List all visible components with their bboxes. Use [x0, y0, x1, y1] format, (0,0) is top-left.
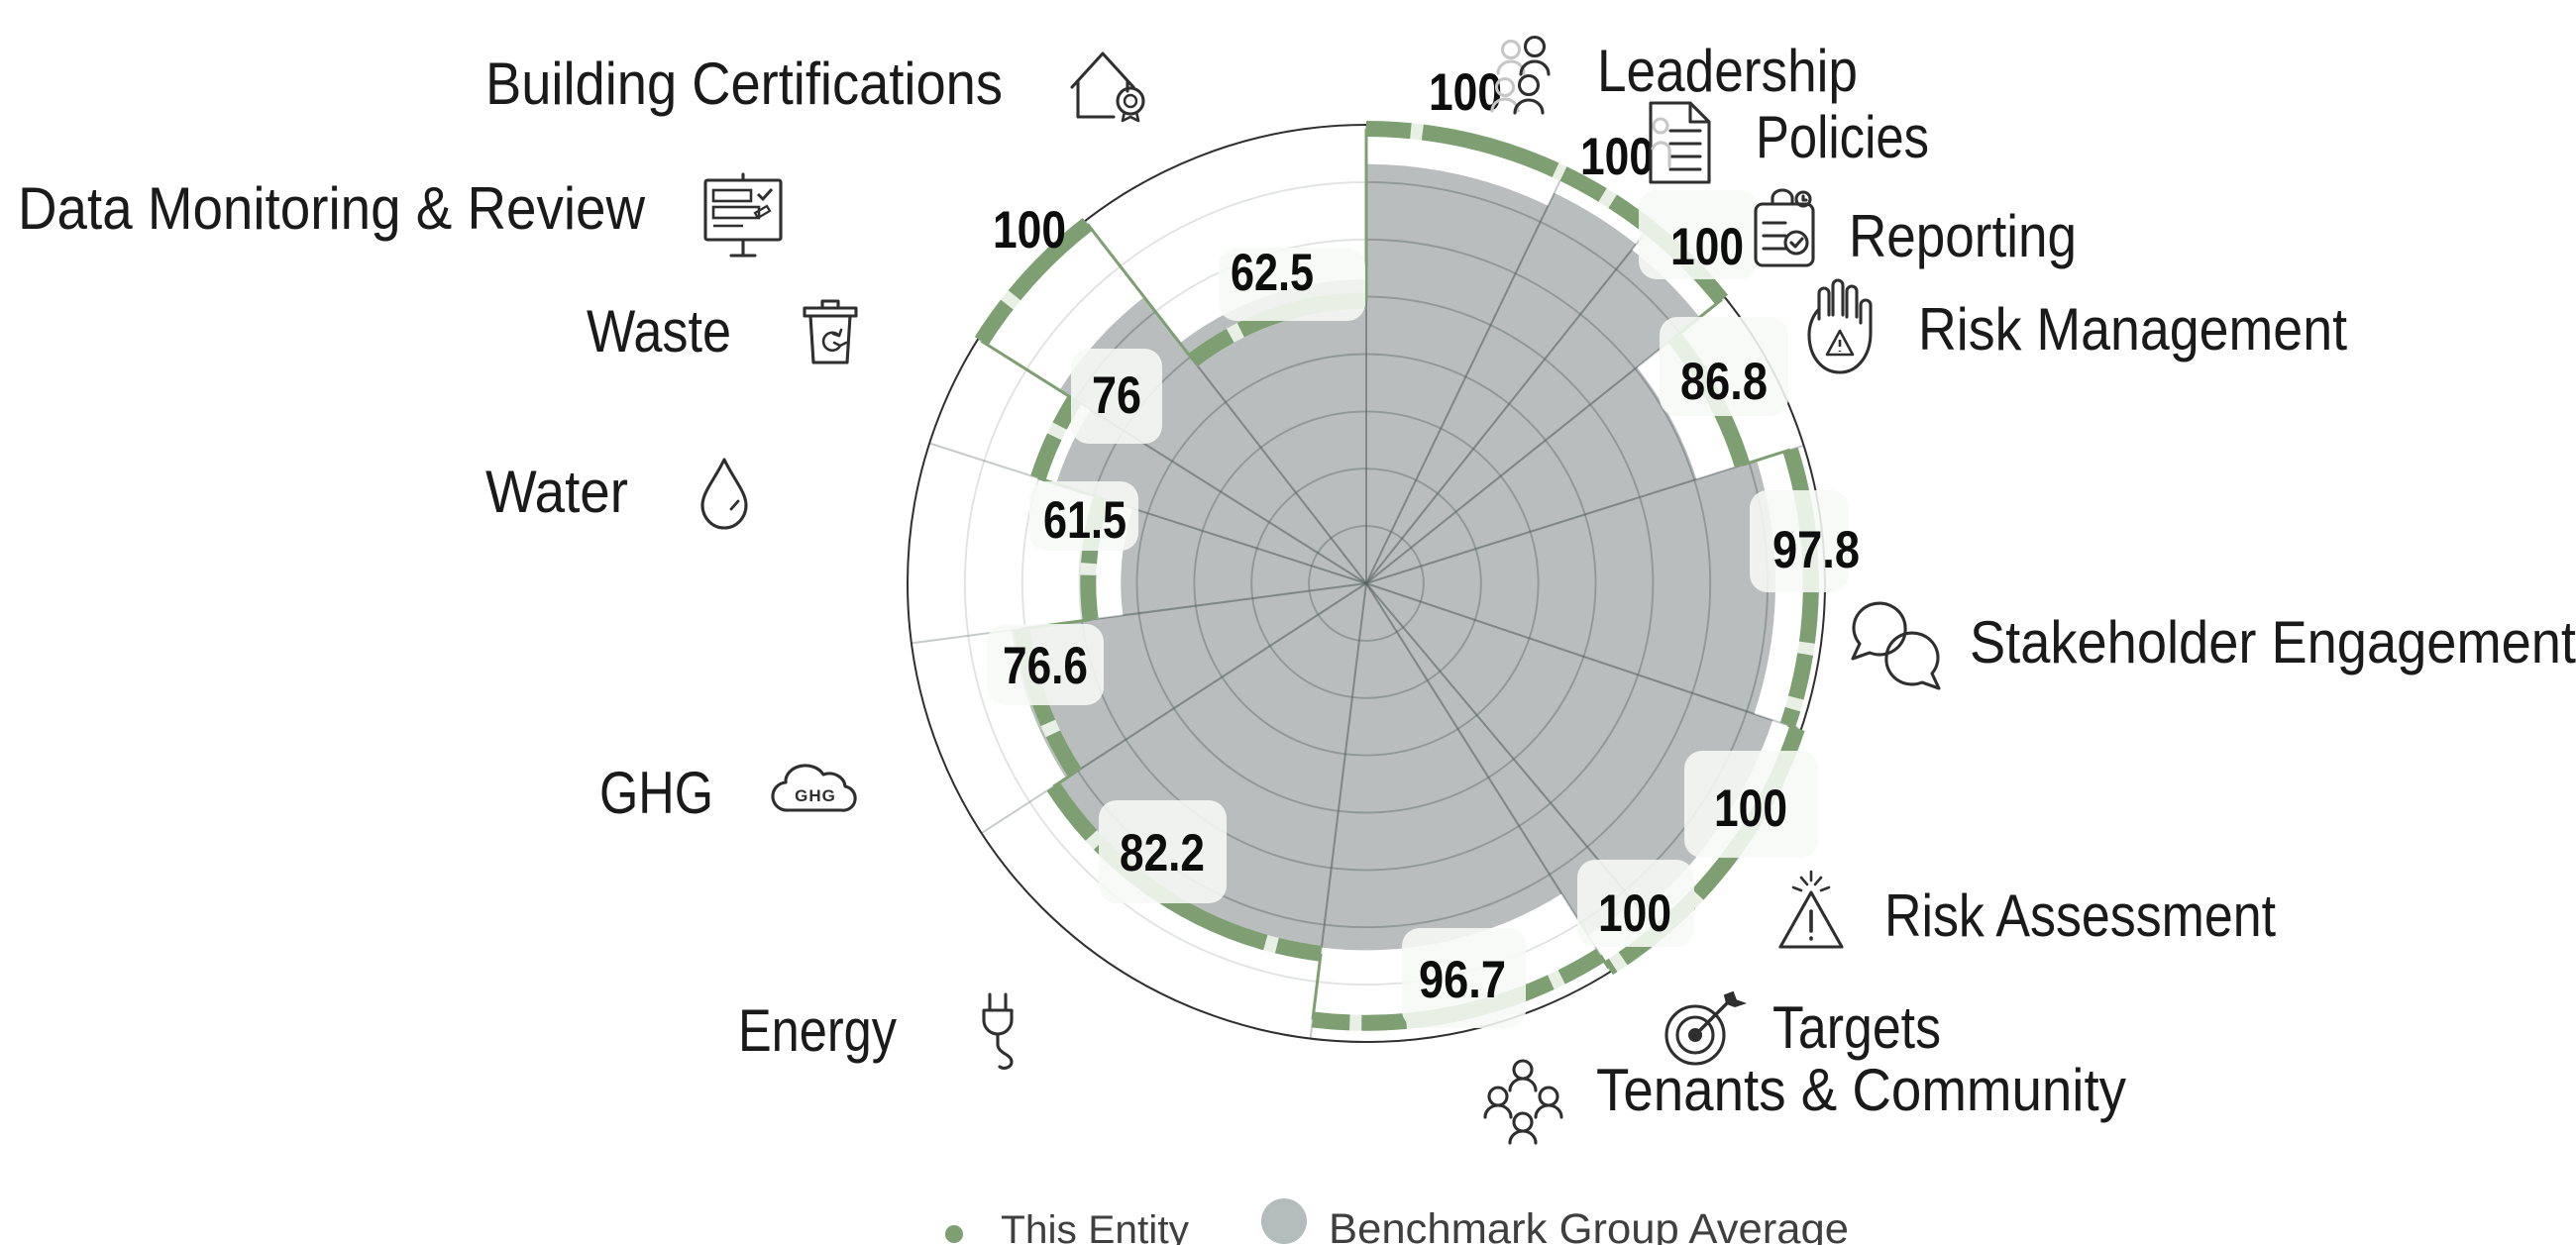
svg-text:Policies: Policies [1756, 104, 1929, 170]
svg-text:96.7: 96.7 [1419, 951, 1506, 1009]
svg-text:Tenants & Community: Tenants & Community [1596, 1057, 2126, 1123]
svg-text:Energy: Energy [738, 997, 897, 1064]
svg-text:Waste: Waste [587, 298, 731, 364]
svg-text:86.8: 86.8 [1680, 353, 1768, 411]
svg-text:76.6: 76.6 [1003, 637, 1088, 695]
svg-text:100: 100 [1670, 218, 1744, 276]
svg-text:Building Certifications: Building Certifications [485, 51, 1003, 117]
svg-text:100: 100 [1598, 884, 1671, 943]
svg-text:97.8: 97.8 [1772, 521, 1860, 579]
svg-text:Targets: Targets [1772, 994, 1941, 1061]
svg-text:100: 100 [1429, 63, 1502, 122]
svg-text:Risk Assessment: Risk Assessment [1884, 882, 2276, 949]
svg-text:GHG: GHG [795, 786, 836, 805]
svg-text:100: 100 [1714, 779, 1787, 838]
svg-text:Benchmark Group Average: Benchmark Group Average [1329, 1205, 1849, 1245]
svg-text:Water: Water [485, 459, 628, 525]
svg-text:61.5: 61.5 [1043, 491, 1127, 550]
svg-text:Data Monitoring & Review: Data Monitoring & Review [18, 175, 646, 242]
svg-text:Risk Management: Risk Management [1918, 296, 2347, 363]
svg-text:100: 100 [993, 201, 1066, 259]
svg-text:Leadership: Leadership [1597, 38, 1858, 104]
svg-text:This Entity: This Entity [1001, 1208, 1189, 1245]
svg-text:100: 100 [1580, 128, 1654, 186]
svg-text:GHG: GHG [599, 760, 713, 826]
svg-text:Stakeholder Engagement: Stakeholder Engagement [1970, 609, 2576, 675]
svg-text:Reporting: Reporting [1849, 203, 2077, 269]
svg-text:82.2: 82.2 [1120, 824, 1205, 882]
svg-text:76: 76 [1092, 366, 1141, 425]
svg-text:62.5: 62.5 [1231, 244, 1314, 302]
